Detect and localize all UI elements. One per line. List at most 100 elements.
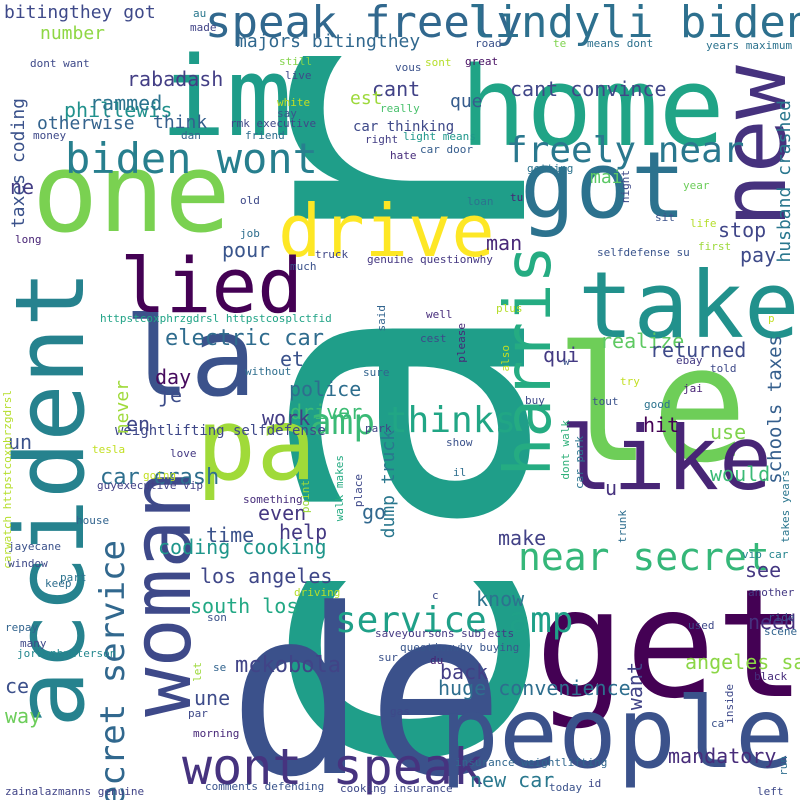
word-cest: cest <box>420 332 447 345</box>
word-los-angeles: los angeles <box>200 564 333 588</box>
word-w: w <box>563 355 570 368</box>
word-people: people <box>440 677 795 791</box>
word-long: long <box>15 233 42 246</box>
word-vous: vous <box>395 61 422 74</box>
word-truck: truck <box>315 248 349 261</box>
word-genuine-questionwhy: genuine questionwhy <box>367 253 493 266</box>
word-est: est <box>350 88 383 109</box>
word-life: life <box>690 217 717 230</box>
word-said: said <box>375 305 388 332</box>
word-love: love <box>170 447 197 460</box>
word-sur: sur <box>378 651 398 664</box>
word-think: think <box>153 112 208 133</box>
word-part: part <box>60 571 87 584</box>
word-repay: repay <box>5 621 39 634</box>
word-pa: pa <box>196 386 317 503</box>
word-time: time <box>206 523 255 547</box>
word-huge-convenience: huge convenience <box>438 676 631 700</box>
word-left: left <box>757 785 784 798</box>
word-something: something <box>243 493 303 506</box>
word-vip-car: vip car <box>742 548 789 561</box>
word-bitingthey-got: bitingthey got <box>4 2 156 23</box>
word-secret-service: secret service <box>93 540 133 800</box>
word-today: today <box>549 781 583 794</box>
word-year: year <box>683 179 710 192</box>
word-never: never <box>112 380 133 435</box>
word-rmk-executive: rmk executive <box>230 117 317 130</box>
word-park: park <box>365 422 392 435</box>
word-like: like <box>560 407 772 510</box>
word-dont-walk: dont walk <box>559 420 572 480</box>
word-insurance-weightlifting: insurance weightlifting <box>455 756 608 769</box>
word-jayecane: jayecane <box>8 540 61 553</box>
word-loan: loan <box>467 195 494 208</box>
word-et: et <box>280 347 305 371</box>
word-gas: gas <box>390 705 410 718</box>
word-car-crash: car crash <box>100 465 220 490</box>
word-electric-car: electric car <box>165 326 324 351</box>
word-tout: tout <box>592 395 619 408</box>
word-driver: driver <box>290 400 363 424</box>
word-angeles-says: angeles says <box>685 650 800 674</box>
word-te: te <box>553 37 567 50</box>
word-drive: drive <box>278 189 495 273</box>
word-see: see <box>745 558 782 582</box>
word-sont: sont <box>425 56 452 69</box>
word-way: way <box>5 704 42 728</box>
word-even: even <box>258 501 307 525</box>
word-en: en <box>126 412 151 436</box>
word-made: made <box>190 21 217 34</box>
word-im: im <box>160 33 293 161</box>
word-stop: stop <box>718 218 767 242</box>
word-cant-convince: cant convince <box>510 77 667 101</box>
word-police: police <box>289 377 362 401</box>
word-black: black <box>754 670 788 683</box>
word-coding-cooking: coding cooking <box>158 535 327 559</box>
word-told: told <box>710 362 737 375</box>
word-id: id <box>588 777 602 790</box>
word-plus: plus <box>496 302 523 315</box>
word-trunk: trunk <box>616 510 629 544</box>
word-first: first <box>698 240 732 253</box>
word-se: se <box>213 661 227 674</box>
word-white: white <box>277 96 311 109</box>
word-une: une <box>194 686 231 710</box>
word-ebay: ebay <box>676 354 703 367</box>
word-selfdefense-su: selfdefense su <box>597 246 690 259</box>
word-carwatch-httpstcoxphrzgdrsl: carwatch httpstcoxphrzgdrsl <box>1 390 14 569</box>
word-ride: ride <box>768 611 795 624</box>
word-south-los: south los <box>190 594 299 618</box>
word-back: back <box>440 660 489 684</box>
word-httpstcoxphrzgdrsl-httpstcosplctfid: httpstcoxphrzgdrsl httpstcosplctfid <box>100 312 332 325</box>
word-need: need <box>748 610 797 634</box>
word-new-car: new car <box>470 768 555 792</box>
word-mckobola: mckobola <box>235 653 341 678</box>
word-getting: getting <box>527 162 574 175</box>
word-il: il <box>453 466 467 479</box>
word-ce: ce <box>5 674 30 698</box>
word-make: make <box>498 526 547 550</box>
word-qui: qui <box>543 343 580 367</box>
word-la: la <box>124 293 257 421</box>
word-near-secret: near secret <box>518 535 770 579</box>
word-ca: ca <box>711 717 725 730</box>
word-want: want <box>623 662 647 711</box>
word-know: know <box>476 587 525 611</box>
word-place: place <box>352 474 365 508</box>
word-tesla: tesla <box>92 443 126 456</box>
word-one: one <box>32 129 231 257</box>
word-sure: sure <box>363 366 390 379</box>
word-car-door: car door <box>420 143 473 156</box>
word-run: run <box>777 756 790 776</box>
word-house: house <box>76 514 110 527</box>
word-mandatory: mandatory <box>668 744 777 768</box>
word-please: please <box>455 323 468 363</box>
word-use: use <box>710 420 747 444</box>
word-je: je <box>158 383 183 407</box>
word-phillewis: phillewis <box>64 98 173 122</box>
word-take: take <box>578 252 800 359</box>
word-lied: lied <box>120 241 304 330</box>
word-would: would <box>710 462 771 486</box>
word-walk-makes: walk makes <box>333 455 346 522</box>
